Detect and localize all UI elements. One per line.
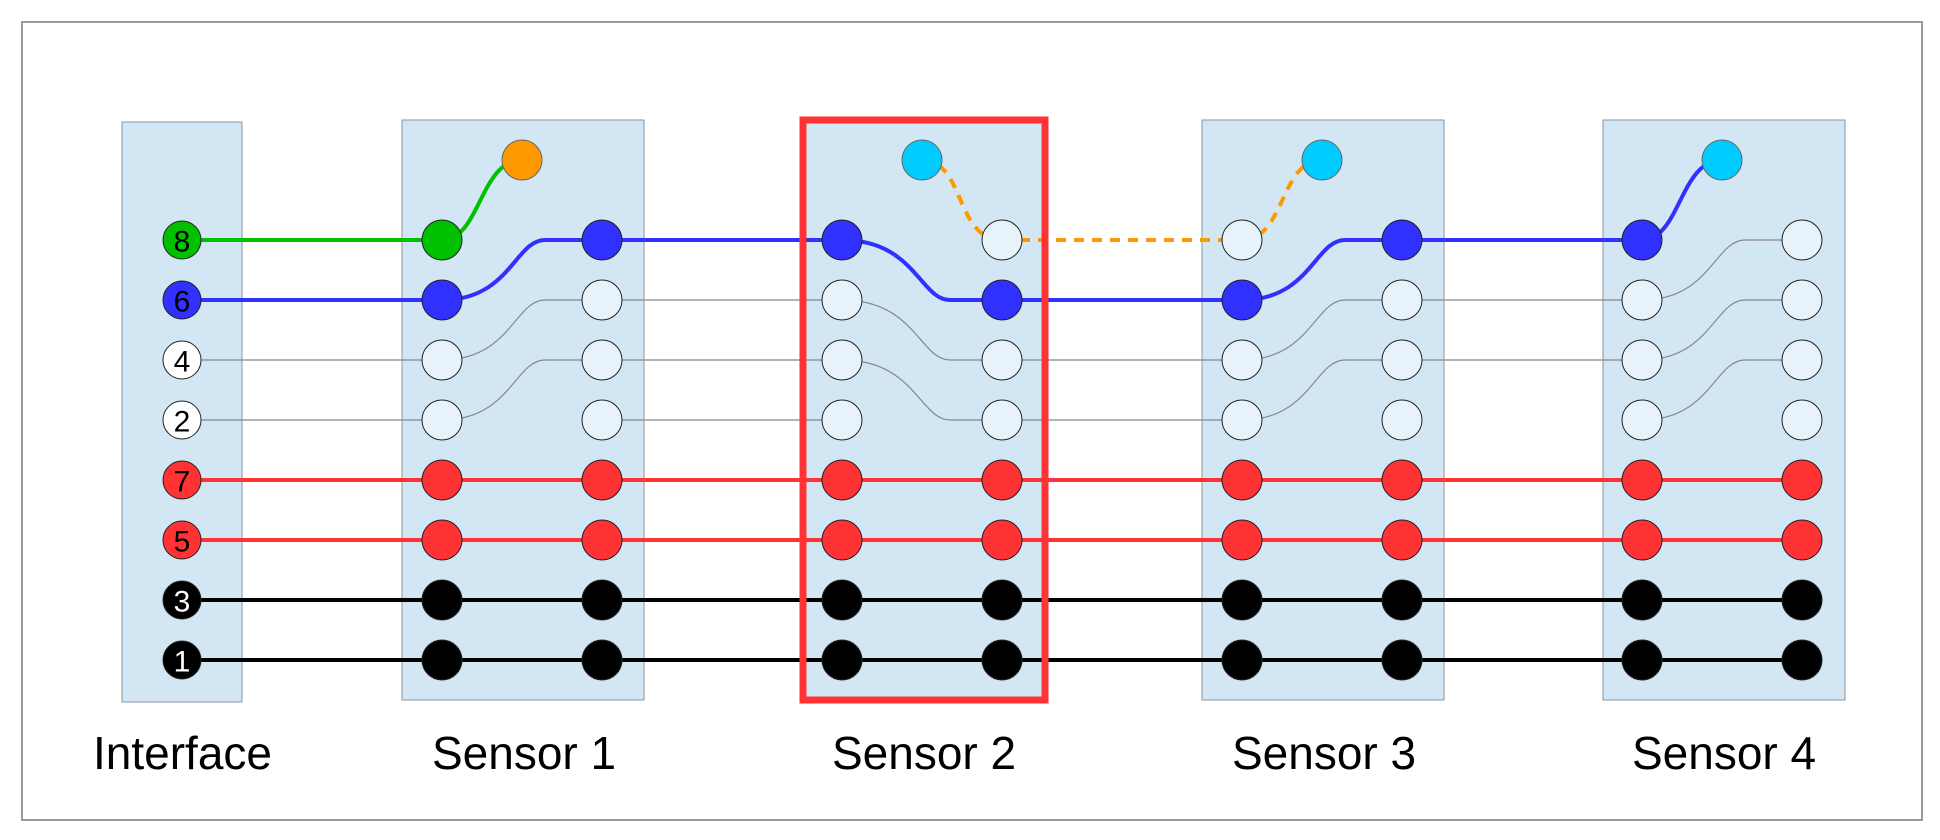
sensor-1-out-pin (581, 519, 623, 561)
interface-pin-6 (162, 280, 202, 320)
sensor-3-out-pin (1381, 459, 1423, 501)
sensor-4-out-pin (1781, 579, 1823, 621)
sensor-3-in-pin (1221, 399, 1263, 441)
sensor-4-out-pin (1781, 219, 1823, 261)
sensor-1-indicator (501, 139, 543, 181)
sensor-2-in-pin (821, 399, 863, 441)
sensor-3-out-pin (1381, 579, 1423, 621)
sensor-1-in-pin (421, 339, 463, 381)
sensor-2-out-pin (981, 459, 1023, 501)
sensor-2-in-pin (821, 219, 863, 261)
interface-pin-8 (162, 220, 202, 260)
sensor-1-label: Sensor 1 (432, 727, 616, 779)
sensor-3-out-pin (1381, 639, 1423, 681)
sensor-3-in-pin (1221, 459, 1263, 501)
interface-pin-2 (162, 400, 202, 440)
sensor-4-indicator (1701, 139, 1743, 181)
wire-blue (182, 158, 1723, 303)
sensor-2-out-pin (981, 399, 1023, 441)
sensor-3-out-pin (1381, 519, 1423, 561)
sensor-2-in-pin (821, 639, 863, 681)
interface-pin-5 (162, 520, 202, 560)
interface-label: Interface (93, 727, 272, 779)
sensor-4-in-pin (1621, 639, 1663, 681)
interface-pins (162, 220, 202, 680)
sensor-1-in-pin (421, 579, 463, 621)
interface-pin-number: 5 (174, 526, 191, 559)
sensor-2-out-pin (981, 219, 1023, 261)
interface-pin-7 (162, 460, 202, 500)
interface-pin-number: 2 (174, 406, 191, 439)
sensor-3-label: Sensor 3 (1232, 727, 1416, 779)
sensor-4-in-pin (1621, 459, 1663, 501)
sensor-3-out-pin (1381, 339, 1423, 381)
interface-pin-number: 7 (174, 466, 191, 499)
sensor-4-out-pin (1781, 459, 1823, 501)
sensor-1-out-pin (581, 639, 623, 681)
sensor-3-indicator (1301, 139, 1343, 181)
sensor-4-out-pin (1781, 279, 1823, 321)
sensor-3-in-pin (1221, 579, 1263, 621)
sensor-3-in-pin (1221, 279, 1263, 321)
sensor-4-in-pin (1621, 279, 1663, 321)
interface-pin-numbers: 8 6 4 2 7 5 3 1 (174, 226, 191, 679)
sensor-2-label: Sensor 2 (832, 727, 1016, 779)
interface-pin-number: 4 (174, 346, 191, 379)
sensor-2-in-pin (821, 519, 863, 561)
sensor-4-out-pin (1781, 639, 1823, 681)
sensor-1-out-pin (581, 219, 623, 261)
sensor-pins (421, 219, 1823, 681)
sensor-4-in-pin (1621, 219, 1663, 261)
sensor-2-out-pin (981, 339, 1023, 381)
sensor-1-out-pin (581, 579, 623, 621)
sensor-3-out-pin (1381, 219, 1423, 261)
sensor-1-out-pin (581, 279, 623, 321)
sensor-1-in-pin (421, 459, 463, 501)
sensor-1-in-pin (421, 519, 463, 561)
interface-pin-4 (162, 340, 202, 380)
sensor-4-in-pin (1621, 579, 1663, 621)
sensor-2-in-pin (821, 279, 863, 321)
sensor-2-in-pin (821, 579, 863, 621)
interface-pin-number: 8 (174, 226, 191, 259)
sensor-4-out-pin (1781, 339, 1823, 381)
sensor-2-indicator (901, 139, 943, 181)
sensor-3-out-pin (1381, 399, 1423, 441)
sensor-3-in-pin (1221, 639, 1263, 681)
interface-pin-3 (162, 580, 202, 620)
sensor-2-out-pin (981, 639, 1023, 681)
sensor-4-in-pin (1621, 399, 1663, 441)
sensor-1-in-pin (421, 639, 463, 681)
sensor-4-in-pin (1621, 519, 1663, 561)
indicators (501, 139, 1743, 181)
sensor-4-out-pin (1781, 399, 1823, 441)
sensor-2-in-pin (821, 459, 863, 501)
sensor-1-out-pin (581, 399, 623, 441)
sensor-3-in-pin (1221, 339, 1263, 381)
sensor-3-in-pin (1221, 219, 1263, 261)
sensor-2-in-pin (821, 339, 863, 381)
sensor-2-out-pin (981, 279, 1023, 321)
sensor-3-in-pin (1221, 519, 1263, 561)
thin-wires (182, 239, 1802, 421)
sensor-1-in-pin (421, 219, 463, 261)
sensor-3-out-pin (1381, 279, 1423, 321)
sensor-2-highlight (799, 116, 1049, 704)
sensor-4-in-pin (1621, 339, 1663, 381)
sensor-1-out-pin (581, 459, 623, 501)
interface-pin-number: 1 (174, 646, 191, 679)
sensor-4-label: Sensor 4 (1632, 727, 1816, 779)
sensor-2-out-pin (981, 579, 1023, 621)
interface-pin-number: 6 (174, 286, 191, 319)
sensor-1-in-pin (421, 279, 463, 321)
interface-pin-1 (162, 640, 202, 680)
sensor-4-out-pin (1781, 519, 1823, 561)
sensor-1-out-pin (581, 339, 623, 381)
sensor-1-in-pin (421, 399, 463, 441)
sensor-2-out-pin (981, 519, 1023, 561)
interface-pin-number: 3 (174, 586, 191, 619)
